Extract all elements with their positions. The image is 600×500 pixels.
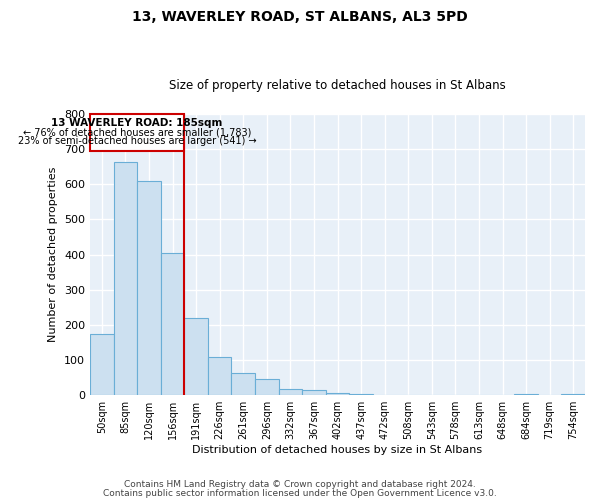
Bar bbox=[349, 394, 373, 395]
Y-axis label: Number of detached properties: Number of detached properties bbox=[49, 167, 58, 342]
Text: ← 76% of detached houses are smaller (1,783): ← 76% of detached houses are smaller (1,… bbox=[23, 128, 251, 138]
Text: Contains HM Land Registry data © Crown copyright and database right 2024.: Contains HM Land Registry data © Crown c… bbox=[124, 480, 476, 489]
X-axis label: Distribution of detached houses by size in St Albans: Distribution of detached houses by size … bbox=[193, 445, 482, 455]
Text: Contains public sector information licensed under the Open Government Licence v3: Contains public sector information licen… bbox=[103, 488, 497, 498]
Bar bbox=[137, 181, 161, 395]
Bar bbox=[90, 114, 184, 151]
Bar bbox=[562, 394, 585, 395]
Bar bbox=[255, 380, 278, 395]
Text: 13, WAVERLEY ROAD, ST ALBANS, AL3 5PD: 13, WAVERLEY ROAD, ST ALBANS, AL3 5PD bbox=[132, 10, 468, 24]
Bar bbox=[184, 318, 208, 395]
Bar bbox=[113, 162, 137, 395]
Text: 23% of semi-detached houses are larger (541) →: 23% of semi-detached houses are larger (… bbox=[18, 136, 256, 146]
Title: Size of property relative to detached houses in St Albans: Size of property relative to detached ho… bbox=[169, 79, 506, 92]
Bar bbox=[373, 394, 397, 395]
Bar bbox=[326, 394, 349, 395]
Bar bbox=[302, 390, 326, 395]
Bar bbox=[90, 334, 113, 395]
Bar bbox=[232, 373, 255, 395]
Bar bbox=[208, 356, 232, 395]
Text: 13 WAVERLEY ROAD: 185sqm: 13 WAVERLEY ROAD: 185sqm bbox=[52, 118, 223, 128]
Bar bbox=[161, 253, 184, 395]
Bar bbox=[278, 389, 302, 395]
Bar bbox=[514, 394, 538, 395]
